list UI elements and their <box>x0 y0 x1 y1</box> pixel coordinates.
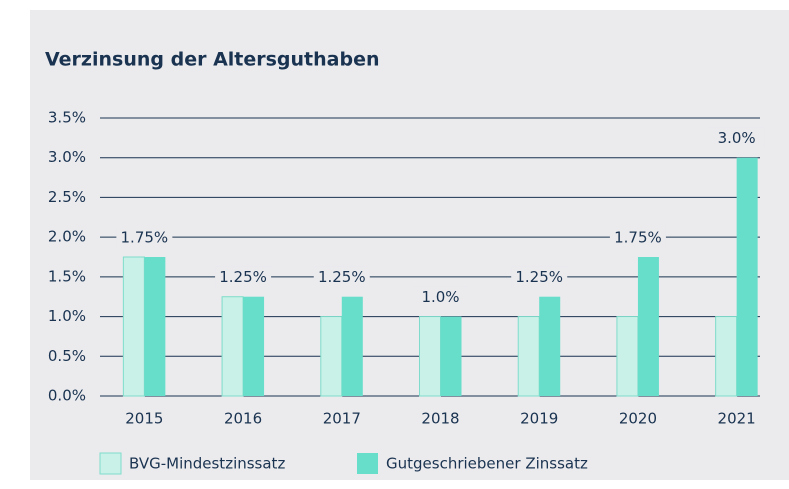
label-bg <box>511 266 568 289</box>
label-bg <box>116 227 173 249</box>
bar <box>320 316 343 397</box>
bar <box>419 316 441 397</box>
y-tick-label: 3.5% <box>48 109 86 127</box>
x-tick-label: 2020 <box>619 410 657 428</box>
value-label: 1.75% <box>121 229 169 247</box>
bar <box>122 256 145 397</box>
legend-label: Gutgeschriebener Zinssatz <box>386 455 588 473</box>
value-label: 1.25% <box>219 268 267 286</box>
y-tick-label: 3.0% <box>48 148 86 166</box>
label-bg <box>313 266 370 289</box>
bar <box>341 296 363 396</box>
bar <box>243 296 265 396</box>
x-tick-label: 2019 <box>520 410 558 428</box>
bar <box>517 316 540 397</box>
x-tick-label: 2016 <box>224 410 262 428</box>
bar <box>440 316 462 396</box>
y-tick-label: 1.0% <box>48 307 86 325</box>
bar <box>715 316 738 397</box>
label-bg <box>215 266 272 289</box>
y-tick-label: 2.5% <box>48 188 86 206</box>
legend-swatch <box>357 453 378 474</box>
legend-swatch <box>99 452 122 475</box>
y-tick-label: 1.5% <box>48 267 86 285</box>
label-bg <box>609 227 666 249</box>
x-tick-label: 2017 <box>323 410 361 428</box>
y-tick-label: 2.0% <box>48 228 86 246</box>
bar <box>736 157 758 396</box>
value-label: 1.25% <box>515 268 563 286</box>
value-label: 1.0% <box>421 288 459 306</box>
legend-label: BVG-Mindestzinssatz <box>129 455 285 473</box>
y-tick-label: 0.5% <box>48 347 86 365</box>
bar <box>221 296 244 397</box>
x-tick-label: 2015 <box>125 410 163 428</box>
bar <box>144 257 166 396</box>
bar <box>616 316 639 397</box>
bar <box>637 257 659 396</box>
value-label: 3.0% <box>718 129 756 147</box>
bar <box>539 296 561 396</box>
y-tick-label: 0.0% <box>48 387 86 405</box>
value-label: 1.75% <box>614 229 662 247</box>
label-bg <box>708 127 765 150</box>
label-bg <box>412 286 469 309</box>
x-tick-label: 2018 <box>421 410 459 428</box>
x-tick-label: 2021 <box>718 410 756 428</box>
chart-title: Verzinsung der Altersguthaben <box>45 49 380 71</box>
value-label: 1.25% <box>318 268 366 286</box>
